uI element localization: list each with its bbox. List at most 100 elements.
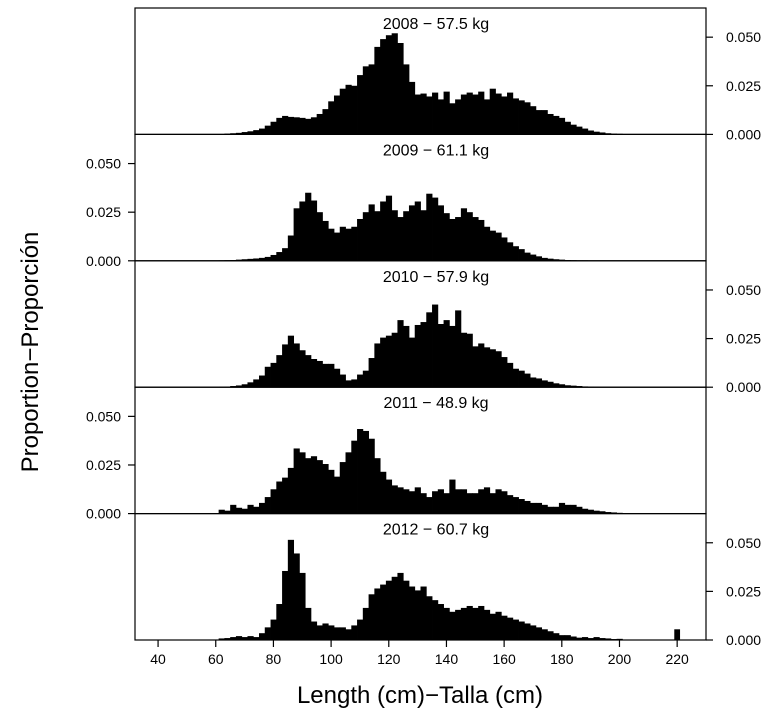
histogram-bar (299, 452, 306, 514)
histogram-bar (397, 43, 404, 135)
histogram-bar (380, 337, 387, 388)
histogram-bar (241, 637, 248, 640)
histogram-bar (374, 343, 381, 388)
x-tick-label: 220 (665, 651, 689, 667)
histogram-bar (259, 502, 266, 514)
histogram-bar (605, 638, 612, 640)
histogram-bar (391, 485, 398, 514)
histogram-bar (357, 75, 364, 135)
histogram-bar (351, 625, 358, 640)
x-tick-label: 40 (150, 651, 166, 667)
y-tick-label: 0.050 (726, 282, 761, 298)
histogram-bar (322, 623, 329, 640)
histogram-bar (333, 368, 341, 388)
histogram-bar (547, 381, 554, 388)
histogram-bar (570, 385, 577, 388)
histogram-bar (218, 638, 225, 640)
histogram-bar (564, 635, 571, 640)
histogram-bar (270, 362, 277, 388)
histogram-bar (512, 619, 519, 640)
y-tick-label: 0.000 (86, 506, 121, 522)
histogram-bar (501, 615, 508, 640)
histogram-bar (443, 91, 450, 135)
histogram-bar (501, 237, 508, 261)
histogram-bar (276, 117, 283, 135)
x-tick-label: 80 (266, 651, 282, 667)
histogram-bar (310, 117, 318, 135)
histogram-bar (408, 205, 416, 261)
histogram-bar (322, 220, 329, 261)
histogram-bar (264, 366, 271, 388)
histogram-bar (518, 100, 525, 135)
histogram-bar (282, 344, 289, 388)
histogram-bar (333, 627, 341, 640)
y-tick-label: 0.050 (86, 156, 121, 172)
histogram-bar (333, 476, 341, 514)
x-tick-label: 120 (377, 651, 401, 667)
histogram-bar (495, 232, 502, 261)
histogram-bar (282, 570, 289, 640)
y-tick-label: 0.000 (86, 253, 121, 269)
histogram-bar (489, 88, 496, 135)
histogram-bar (299, 350, 306, 388)
histogram-bar (558, 384, 566, 388)
histogram-bar (333, 95, 341, 135)
histogram-bar (507, 92, 514, 135)
histogram-bar (414, 201, 421, 261)
histogram-bar (530, 106, 537, 135)
histogram-bar (483, 226, 491, 261)
histogram-bar (599, 132, 606, 135)
histogram-bar (287, 467, 295, 514)
histogram-bar (455, 217, 462, 261)
histogram-bar (293, 343, 300, 388)
histogram-bar (478, 343, 485, 388)
histogram-bar (403, 64, 410, 135)
histogram-bar (553, 383, 560, 388)
histogram-bar (397, 572, 404, 640)
histogram-bar (432, 197, 439, 261)
histogram-bar (605, 512, 612, 514)
histogram-bar (489, 493, 496, 514)
histogram-bar (553, 633, 560, 640)
histogram-bar (276, 355, 283, 388)
histogram-bar (541, 110, 548, 135)
histogram-bar (374, 46, 381, 135)
histogram-bar (478, 489, 485, 514)
histogram-bar (247, 258, 254, 261)
histogram-bar (518, 249, 525, 261)
panel-1: 2008 − 57.5 kg 0.000 0.025 0.050 (134, 7, 761, 142)
histogram-bar (316, 460, 323, 514)
histogram-bar (357, 619, 364, 640)
histogram-bar (443, 320, 450, 388)
histogram-bar (507, 242, 514, 261)
histogram-bar (270, 254, 277, 261)
histogram-bar (293, 117, 300, 135)
histogram-bar (535, 378, 543, 388)
histogram-bar (299, 572, 306, 640)
histogram-bar (674, 629, 681, 640)
histogram-bar (322, 109, 329, 135)
histogram-bar (253, 258, 260, 261)
histogram-bar (455, 609, 462, 640)
y-tick-label: 0.025 (726, 78, 761, 94)
histogram-bar (432, 92, 439, 135)
histogram-bar (414, 94, 421, 135)
histogram-bar (541, 380, 548, 388)
histogram-bar (501, 96, 508, 135)
histogram-bar (357, 429, 364, 514)
y-tick-label: 0.000 (726, 379, 761, 395)
histogram-bar (449, 103, 456, 135)
histogram-bar (253, 130, 260, 135)
histogram-bar (455, 99, 462, 135)
histogram-bar (489, 230, 496, 261)
histogram-bar (224, 510, 231, 514)
histogram-bar (328, 101, 335, 135)
x-tick-label: 140 (435, 651, 459, 667)
histogram-bar (524, 500, 531, 514)
histogram-bar (345, 84, 352, 135)
histogram-bar (403, 489, 410, 514)
histogram-bar (259, 375, 266, 388)
histogram-bar (276, 604, 283, 640)
